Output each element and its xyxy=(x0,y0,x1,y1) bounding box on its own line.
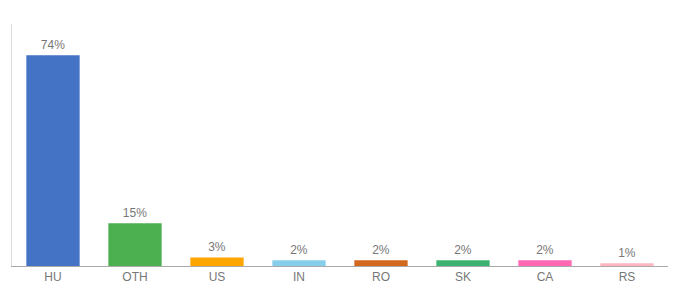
svg-text:US: US xyxy=(209,270,226,284)
svg-text:2%: 2% xyxy=(372,243,390,257)
svg-text:SK: SK xyxy=(455,270,471,284)
svg-text:RO: RO xyxy=(372,270,390,284)
svg-text:1%: 1% xyxy=(618,246,636,260)
svg-text:3%: 3% xyxy=(208,240,226,254)
svg-text:HU: HU xyxy=(44,270,61,284)
svg-text:OTH: OTH xyxy=(122,270,147,284)
svg-text:CA: CA xyxy=(537,270,554,284)
svg-text:74%: 74% xyxy=(41,38,65,52)
svg-text:IN: IN xyxy=(293,270,305,284)
svg-text:2%: 2% xyxy=(454,243,472,257)
svg-text:15%: 15% xyxy=(123,206,147,220)
svg-text:2%: 2% xyxy=(290,243,308,257)
svg-text:2%: 2% xyxy=(536,243,554,257)
svg-text:RS: RS xyxy=(619,270,636,284)
